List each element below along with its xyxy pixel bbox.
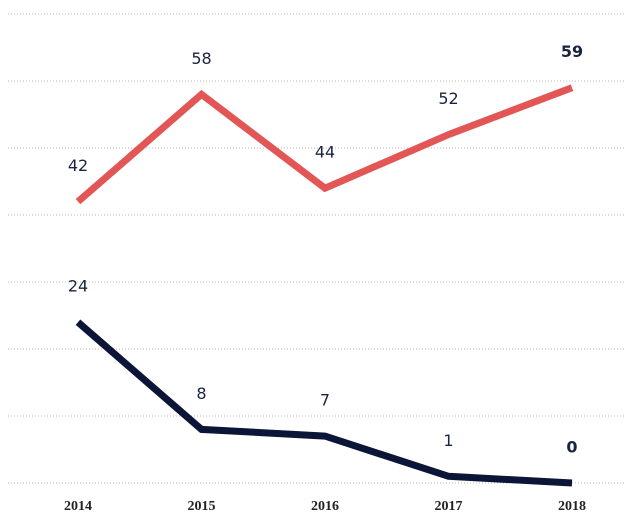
data-label: 44 (315, 143, 335, 162)
data-label: 7 (320, 391, 330, 410)
data-label: 59 (561, 42, 583, 61)
line-series (75, 84, 574, 205)
data-label: 24 (68, 277, 88, 296)
line-series (75, 319, 573, 487)
data-label: 1 (443, 431, 453, 450)
data-label: 8 (196, 384, 206, 403)
x-tick-label: 2016 (311, 499, 339, 514)
data-label: 58 (191, 49, 211, 68)
x-tick-label: 2017 (435, 499, 463, 514)
data-label: 0 (566, 438, 577, 457)
x-tick-label: 2015 (188, 499, 216, 514)
x-tick-label: 2018 (558, 499, 586, 514)
data-label: 52 (438, 89, 458, 108)
data-label: 42 (68, 156, 88, 175)
x-tick-label: 2014 (64, 499, 92, 514)
